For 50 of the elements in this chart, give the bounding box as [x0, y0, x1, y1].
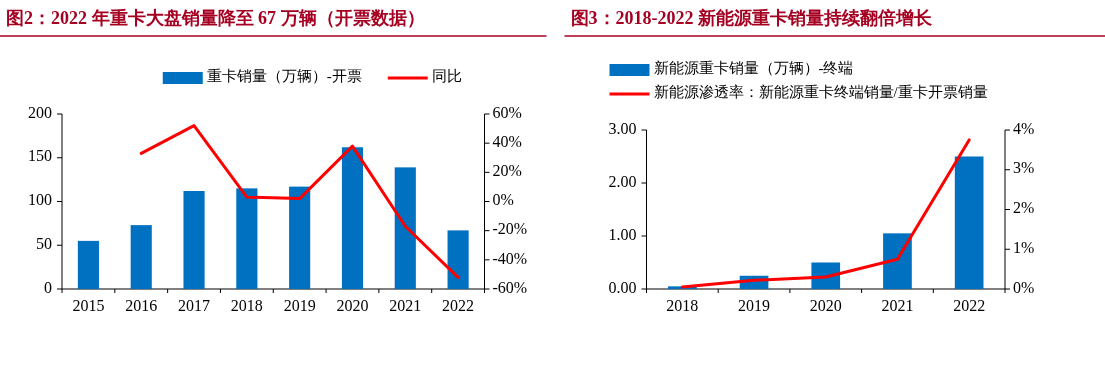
- bar: [289, 186, 311, 289]
- x-tick-label: 2017: [178, 297, 211, 314]
- y2-tick-label: 20%: [492, 162, 522, 180]
- x-tick-label: 2020: [809, 297, 842, 314]
- x-tick-label: 2021: [881, 297, 914, 314]
- x-tick-label: 2021: [389, 297, 422, 314]
- y-tick-label: 2.00: [608, 172, 637, 190]
- bar: [77, 240, 99, 289]
- bar: [341, 147, 364, 289]
- y2-tick-label: 0%: [492, 191, 514, 209]
- x-tick-label: 2019: [738, 297, 771, 314]
- x-tick-label: 2018: [666, 297, 699, 314]
- x-tick-label: 2016: [125, 297, 158, 314]
- y2-tick-label: 2%: [1013, 199, 1035, 217]
- legend-label: 新能源渗透率：新能源重卡终端销量/重卡开票销量: [653, 84, 988, 101]
- chart-title: 图2：2022 年重卡大盘销量降至 67 万辆（开票数据）: [6, 8, 425, 28]
- legend-label: 新能源重卡销量（万辆）-终端: [653, 60, 854, 77]
- y-tick-label: 50: [36, 234, 52, 252]
- x-tick-label: 2018: [230, 297, 263, 314]
- y-tick-label: 3.00: [608, 119, 637, 137]
- x-tick-label: 2015: [72, 297, 105, 314]
- x-tick-label: 2020: [336, 297, 369, 314]
- chart-title: 图3：2018-2022 新能源重卡销量持续翻倍增长: [570, 8, 933, 28]
- y2-tick-label: 1%: [1013, 238, 1035, 256]
- bar: [447, 230, 469, 289]
- y2-tick-label: 40%: [492, 132, 522, 150]
- y-tick-label: 200: [28, 103, 52, 121]
- y2-tick-label: 0%: [1013, 278, 1035, 296]
- bar: [883, 233, 912, 289]
- y-tick-label: 0.00: [608, 278, 637, 296]
- y2-tick-label: -20%: [492, 220, 528, 238]
- y2-tick-label: 60%: [492, 103, 522, 121]
- y-tick-label: 150: [28, 147, 52, 165]
- x-tick-label: 2022: [442, 297, 475, 314]
- y-tick-label: 100: [28, 191, 52, 209]
- y2-tick-label: -40%: [492, 249, 528, 267]
- x-tick-label: 2022: [953, 297, 986, 314]
- bar: [394, 167, 416, 289]
- bar: [130, 225, 152, 289]
- bar: [183, 191, 205, 289]
- bar: [954, 156, 984, 289]
- legend-label: 同比: [431, 68, 462, 85]
- y-tick-label: 0: [44, 278, 52, 296]
- bar: [236, 188, 258, 289]
- y2-tick-label: 3%: [1013, 159, 1035, 177]
- y-tick-label: 1.00: [608, 225, 637, 243]
- legend-label: 重卡销量（万辆）-开票: [206, 68, 362, 85]
- y2-tick-label: 4%: [1013, 119, 1035, 137]
- x-tick-label: 2019: [283, 297, 316, 314]
- y2-tick-label: -60%: [492, 278, 528, 296]
